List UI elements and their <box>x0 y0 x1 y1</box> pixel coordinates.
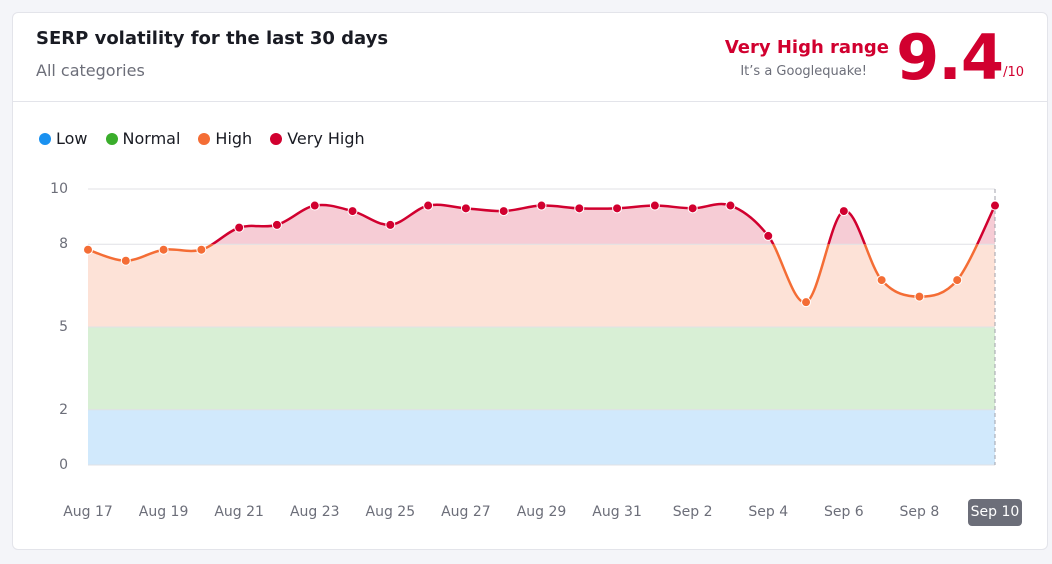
x-tick-label: Sep 4 <box>748 504 788 520</box>
point <box>876 275 887 286</box>
point <box>423 200 434 211</box>
x-tick-label: Sep 6 <box>824 504 864 520</box>
x-tick-label: Sep 2 <box>673 504 713 520</box>
legend-item: High <box>198 129 252 148</box>
point <box>801 297 812 308</box>
point <box>385 219 396 230</box>
legend-dot <box>198 132 211 145</box>
x-tick-label: Aug 21 <box>214 504 264 520</box>
point <box>120 255 131 266</box>
legend-dot <box>270 132 283 145</box>
point <box>158 244 169 255</box>
y-tick-label: 8 <box>59 236 68 252</box>
point <box>687 203 698 214</box>
legend-label: Low <box>56 129 88 148</box>
point <box>725 200 736 211</box>
point <box>838 206 849 217</box>
point <box>952 275 963 286</box>
legend-label: Very High <box>287 129 365 148</box>
point <box>649 200 660 211</box>
point <box>460 203 471 214</box>
point <box>196 244 207 255</box>
legend-dot <box>39 132 51 145</box>
legend-item: Low <box>39 129 88 148</box>
legend: Low Normal High Very High <box>39 129 365 148</box>
point <box>498 206 509 217</box>
point <box>83 244 93 255</box>
y-tick-label: 10 <box>50 181 68 197</box>
x-tick-label: Aug 29 <box>517 504 567 520</box>
score: 9.4 <box>896 21 1004 94</box>
band-area <box>88 327 995 410</box>
x-tick-label: Sep 8 <box>900 504 940 520</box>
point <box>271 219 282 230</box>
range-label: Very High range <box>724 37 889 58</box>
point <box>612 203 623 214</box>
point <box>990 200 1000 211</box>
y-tick-label: 5 <box>59 319 68 335</box>
x-tick-label: Aug 25 <box>366 504 416 520</box>
x-tick-label: Aug 27 <box>441 504 491 520</box>
y-tick-label: 0 <box>59 457 68 473</box>
x-label-highlight <box>968 499 1022 526</box>
title: SERP volatility for the last 30 days <box>36 28 389 49</box>
point <box>763 230 774 241</box>
band-area <box>212 204 995 245</box>
band-area <box>88 409 995 465</box>
legend-label: Normal <box>122 129 181 148</box>
subtitle: All categories <box>36 61 145 80</box>
point <box>914 291 925 302</box>
x-tick-label: Aug 17 <box>63 504 113 520</box>
x-tick-label: Sep 10 <box>971 504 1020 520</box>
point <box>536 200 547 211</box>
point <box>309 200 320 211</box>
card: SERP volatility for the last 30 days All… <box>12 12 1048 550</box>
point <box>234 222 245 233</box>
legend-item: Normal <box>105 129 181 148</box>
legend-dot <box>105 132 118 145</box>
header: SERP volatility for the last 30 days All… <box>13 13 1047 102</box>
legend-label: High <box>215 129 253 148</box>
x-tick-label: Aug 23 <box>290 504 340 520</box>
range-note: It’s a Googlequake! <box>740 64 867 79</box>
score-max: /10 <box>1003 65 1024 80</box>
x-tick-label: Aug 31 <box>592 504 642 520</box>
point <box>574 203 585 214</box>
point <box>347 206 358 217</box>
legend-item: Very High <box>270 129 365 148</box>
x-tick-label: Aug 19 <box>139 504 189 520</box>
band-area <box>88 244 995 327</box>
y-tick-label: 2 <box>59 402 68 418</box>
